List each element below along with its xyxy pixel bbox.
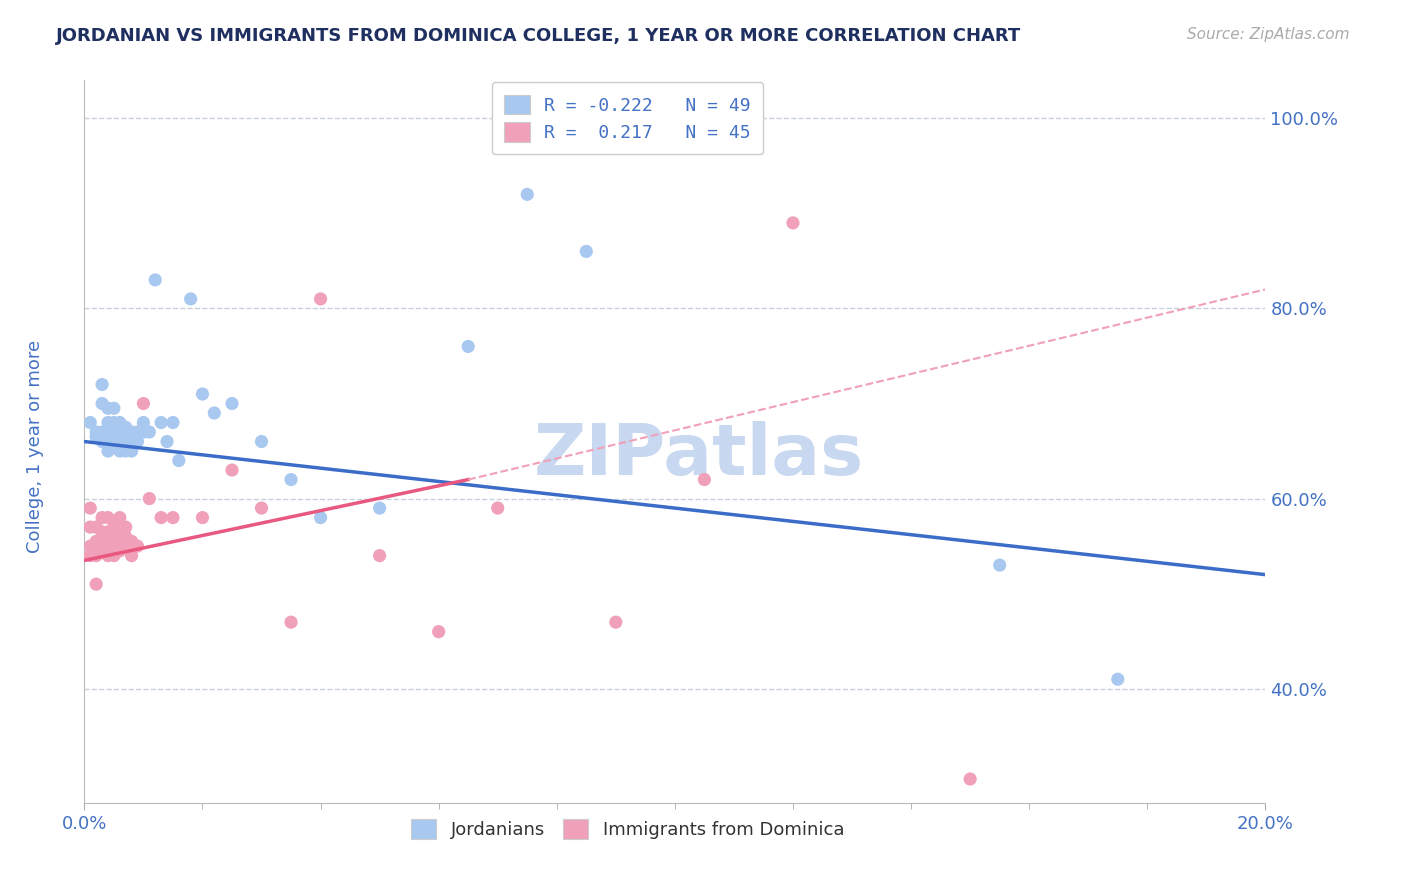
Point	[486, 501, 509, 516]
Point	[103, 416, 125, 430]
Point	[221, 396, 243, 410]
Point	[132, 425, 155, 439]
Point	[97, 524, 120, 539]
Point	[103, 434, 125, 449]
Point	[143, 273, 166, 287]
Point	[250, 434, 273, 449]
Point	[150, 416, 173, 430]
Point	[97, 539, 120, 553]
Point	[280, 615, 302, 630]
Point	[114, 530, 136, 544]
Point	[138, 491, 160, 506]
Point	[103, 539, 125, 553]
Point	[97, 549, 120, 563]
Point	[693, 473, 716, 487]
Point	[191, 387, 214, 401]
Point	[91, 425, 114, 439]
Point	[575, 244, 598, 259]
Point	[127, 434, 149, 449]
Point	[91, 396, 114, 410]
Point	[150, 510, 173, 524]
Point	[221, 463, 243, 477]
Point	[516, 187, 538, 202]
Point	[91, 524, 114, 539]
Point	[97, 434, 120, 449]
Point	[368, 501, 391, 516]
Point	[103, 425, 125, 439]
Point	[91, 534, 114, 549]
Point	[103, 520, 125, 534]
Text: Source: ZipAtlas.com: Source: ZipAtlas.com	[1187, 27, 1350, 42]
Point	[959, 772, 981, 786]
Point	[79, 416, 101, 430]
Point	[138, 425, 160, 439]
Point	[782, 216, 804, 230]
Point	[127, 425, 149, 439]
Point	[103, 549, 125, 563]
Point	[97, 425, 120, 439]
Point	[121, 434, 143, 449]
Point	[108, 416, 131, 430]
Point	[103, 401, 125, 416]
Point	[97, 416, 120, 430]
Point	[121, 425, 143, 439]
Point	[167, 453, 190, 467]
Point	[97, 510, 120, 524]
Point	[97, 401, 120, 416]
Point	[162, 510, 184, 524]
Point	[91, 377, 114, 392]
Point	[114, 520, 136, 534]
Point	[84, 520, 107, 534]
Point	[132, 396, 155, 410]
Point	[84, 534, 107, 549]
Point	[457, 339, 479, 353]
Text: JORDANIAN VS IMMIGRANTS FROM DOMINICA COLLEGE, 1 YEAR OR MORE CORRELATION CHART: JORDANIAN VS IMMIGRANTS FROM DOMINICA CO…	[56, 27, 1022, 45]
Point	[84, 549, 107, 563]
Point	[114, 444, 136, 458]
Point	[108, 444, 131, 458]
Point	[127, 539, 149, 553]
Point	[121, 534, 143, 549]
Point	[108, 530, 131, 544]
Point	[309, 292, 332, 306]
Point	[108, 510, 131, 524]
Point	[202, 406, 225, 420]
Point	[280, 473, 302, 487]
Point	[114, 539, 136, 553]
Point	[1107, 672, 1129, 686]
Point	[988, 558, 1011, 573]
Point	[162, 416, 184, 430]
Point	[79, 539, 101, 553]
Point	[79, 501, 101, 516]
Point	[156, 434, 179, 449]
Point	[91, 544, 114, 558]
Point	[108, 434, 131, 449]
Point	[132, 416, 155, 430]
Point	[103, 530, 125, 544]
Point	[605, 615, 627, 630]
Point	[84, 577, 107, 591]
Point	[91, 434, 114, 449]
Point	[84, 430, 107, 444]
Point	[180, 292, 202, 306]
Point	[121, 549, 143, 563]
Text: ZIPatlas: ZIPatlas	[533, 422, 863, 491]
Point	[427, 624, 450, 639]
Point	[368, 549, 391, 563]
Point	[79, 549, 101, 563]
Point	[191, 510, 214, 524]
Point	[114, 430, 136, 444]
Point	[250, 501, 273, 516]
Point	[309, 510, 332, 524]
Point	[97, 444, 120, 458]
Point	[91, 510, 114, 524]
Point	[108, 544, 131, 558]
Point	[84, 425, 107, 439]
Point	[79, 520, 101, 534]
Point	[121, 444, 143, 458]
Text: College, 1 year or more: College, 1 year or more	[27, 340, 44, 552]
Legend: Jordanians, Immigrants from Dominica: Jordanians, Immigrants from Dominica	[402, 810, 853, 848]
Point	[114, 420, 136, 434]
Point	[108, 425, 131, 439]
